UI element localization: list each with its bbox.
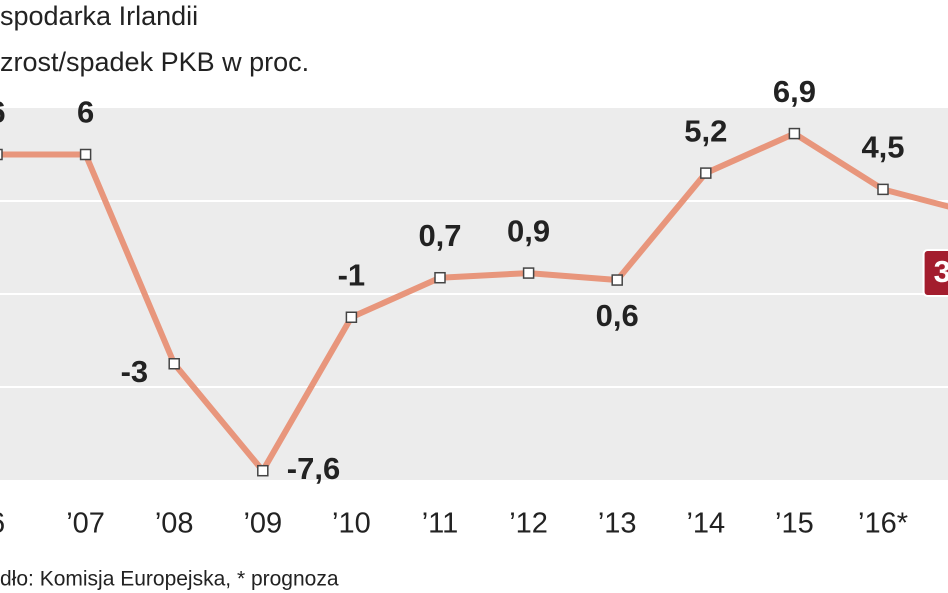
x-tick-label: ’07 — [66, 508, 105, 540]
value-label: -3 — [121, 354, 149, 389]
chart-title: spodarka Irlandii — [0, 1, 198, 31]
source-note: dło: Komisja Europejska, * prognoza — [0, 568, 339, 591]
value-label: 6 — [0, 95, 6, 130]
x-tick-label: ’14 — [686, 508, 725, 540]
value-label: 4,5 — [861, 130, 904, 165]
x-tick-label: ’12 — [509, 508, 548, 540]
marker — [788, 127, 801, 140]
value-label: 0,6 — [596, 298, 639, 333]
marker — [345, 311, 358, 323]
value-label: 0,9 — [507, 213, 550, 248]
marker — [611, 274, 623, 286]
marker — [434, 271, 446, 284]
value-label: 3,5 — [934, 254, 948, 289]
value-label: -1 — [338, 257, 366, 292]
marker — [79, 148, 92, 161]
value-label: 5,2 — [684, 113, 727, 148]
value-label: 6 — [77, 95, 94, 130]
marker — [877, 183, 889, 196]
marker — [522, 267, 535, 279]
marker — [257, 464, 269, 477]
x-tick-label: ’13 — [598, 508, 637, 540]
data-line — [0, 130, 948, 474]
x-tick-label: ’16* — [858, 508, 908, 540]
x-tick-label: ’15 — [775, 508, 814, 540]
value-label: -7,6 — [287, 451, 340, 486]
marker — [0, 148, 3, 161]
highlight-box — [922, 249, 948, 297]
x-tick-label: ’10 — [332, 508, 371, 540]
marker — [700, 167, 712, 179]
marker — [168, 358, 180, 370]
value-label: 6,9 — [773, 74, 816, 109]
x-tick-label: ’11 — [422, 508, 459, 540]
x-tick-label: ’08 — [155, 508, 194, 540]
x-tick-label: 6 — [0, 508, 5, 540]
chart-subtitle: zrost/spadek PKB w proc. — [0, 47, 309, 77]
value-label: 0,7 — [418, 218, 461, 253]
x-tick-label: ’09 — [243, 508, 282, 540]
